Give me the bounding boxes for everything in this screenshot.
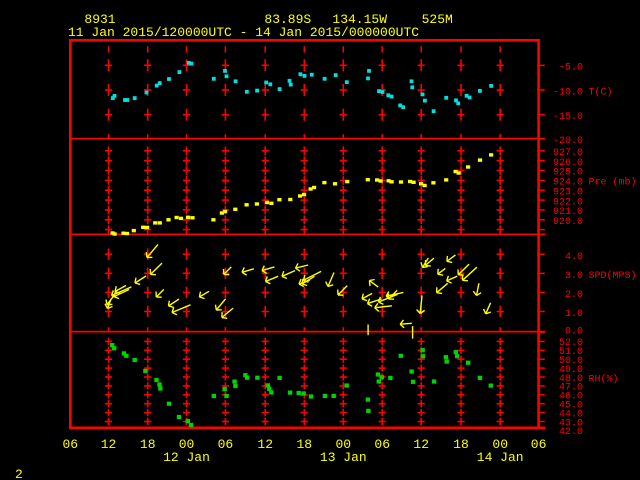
svg-text:11 Jan 2015/120000UTC - 14 Jan: 11 Jan 2015/120000UTC - 14 Jan 2015/0000… <box>68 25 419 40</box>
svg-text:-15.0: -15.0 <box>553 112 583 123</box>
svg-text:-10.0: -10.0 <box>553 87 583 98</box>
svg-text:2.0: 2.0 <box>565 290 583 301</box>
svg-text:51.0: 51.0 <box>559 347 583 358</box>
svg-text:46.0: 46.0 <box>559 392 583 403</box>
svg-text:83.89S: 83.89S <box>264 12 311 27</box>
svg-text:49.0: 49.0 <box>559 365 583 376</box>
svg-text:06: 06 <box>374 437 390 452</box>
svg-text:45.0: 45.0 <box>559 401 583 412</box>
svg-text:18: 18 <box>296 437 312 452</box>
svg-text:12: 12 <box>413 437 429 452</box>
svg-text:T(C): T(C) <box>589 86 613 98</box>
svg-text:925.0: 925.0 <box>553 168 583 179</box>
svg-text:06: 06 <box>218 437 234 452</box>
svg-text:18: 18 <box>140 437 156 452</box>
svg-text:RH(%): RH(%) <box>589 373 619 385</box>
svg-text:50.0: 50.0 <box>559 356 583 367</box>
svg-text:1.0: 1.0 <box>565 309 583 320</box>
svg-text:3.0: 3.0 <box>565 271 583 282</box>
svg-text:14 Jan: 14 Jan <box>477 450 524 465</box>
svg-text:924.0: 924.0 <box>553 178 583 189</box>
svg-text:43.0: 43.0 <box>559 418 583 429</box>
svg-text:920.0: 920.0 <box>553 217 583 228</box>
svg-text:42.0: 42.0 <box>559 427 583 438</box>
svg-text:922.0: 922.0 <box>553 197 583 208</box>
svg-text:00: 00 <box>179 437 195 452</box>
svg-text:921.0: 921.0 <box>553 207 583 218</box>
svg-text:-20.0: -20.0 <box>553 136 583 147</box>
svg-text:0.0: 0.0 <box>565 327 583 338</box>
svg-text:44.0: 44.0 <box>559 409 583 420</box>
svg-text:134.15W: 134.15W <box>332 12 387 27</box>
svg-text:12: 12 <box>257 437 273 452</box>
svg-text:18: 18 <box>453 437 469 452</box>
svg-text:12 Jan: 12 Jan <box>163 450 210 465</box>
svg-text:Pre (mb): Pre (mb) <box>589 176 637 188</box>
svg-text:SPD(MPS): SPD(MPS) <box>589 270 637 282</box>
svg-text:8931: 8931 <box>84 12 115 27</box>
svg-text:13 Jan: 13 Jan <box>320 450 367 465</box>
svg-text:48.0: 48.0 <box>559 374 583 385</box>
svg-text:47.0: 47.0 <box>559 383 583 394</box>
svg-text:2: 2 <box>15 467 23 480</box>
svg-text:06: 06 <box>531 437 547 452</box>
svg-text:00: 00 <box>335 437 351 452</box>
svg-text:4.0: 4.0 <box>565 252 583 263</box>
svg-text:923.0: 923.0 <box>553 187 583 198</box>
svg-text:927.0: 927.0 <box>553 148 583 159</box>
svg-text:525M: 525M <box>422 12 453 27</box>
svg-text:52.0: 52.0 <box>559 338 583 349</box>
svg-text:06: 06 <box>62 437 78 452</box>
svg-text:-5.0: -5.0 <box>559 63 583 74</box>
svg-text:12: 12 <box>101 437 117 452</box>
svg-text:00: 00 <box>492 437 508 452</box>
svg-text:926.0: 926.0 <box>553 158 583 169</box>
